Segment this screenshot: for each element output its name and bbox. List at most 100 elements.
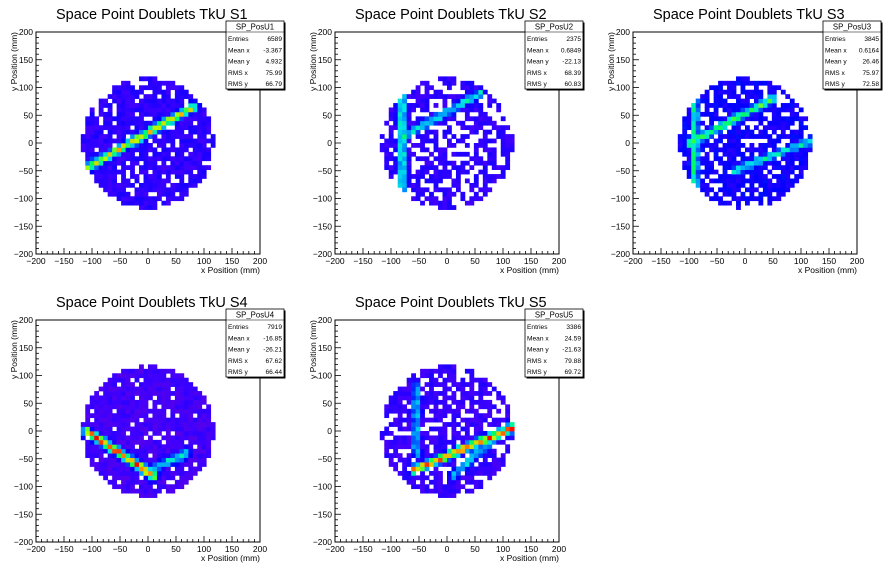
heatmap-bin <box>731 147 737 153</box>
heatmap-bin <box>89 138 95 144</box>
heatmap-bin <box>121 80 126 86</box>
x-tick-label: 150 <box>524 544 538 554</box>
heatmap-bin <box>170 191 176 197</box>
heatmap-bin <box>411 89 416 95</box>
heatmap-bin <box>397 169 403 175</box>
heatmap-bin <box>116 484 122 490</box>
heatmap-bin <box>156 151 162 157</box>
stats-value: 66.44 <box>265 369 282 376</box>
y-axis-label: y Position (mm) <box>9 32 19 91</box>
heatmap-bin <box>161 89 167 95</box>
heatmap-bin <box>148 156 153 162</box>
heatmap-bin <box>94 169 100 175</box>
heatmap-bin <box>388 404 394 410</box>
heatmap-bin <box>406 165 412 170</box>
heatmap-bin <box>188 439 194 445</box>
heatmap-bin <box>451 439 457 445</box>
heatmap-bin <box>736 174 741 179</box>
heatmap-bin <box>170 143 176 148</box>
heatmap-bin <box>496 457 502 463</box>
axis-ticks <box>35 31 261 255</box>
heatmap-bin <box>197 444 203 450</box>
heatmap-bin <box>473 120 479 126</box>
heatmap-bin <box>161 457 167 463</box>
heatmap-bin <box>143 134 149 139</box>
heatmap-bin <box>433 391 439 396</box>
heatmap-bin <box>130 107 135 113</box>
heatmap-bin <box>780 151 786 157</box>
heatmap-bin <box>179 85 185 91</box>
heatmap-bin <box>125 462 131 467</box>
heatmap-bin <box>487 103 493 108</box>
heatmap-bin <box>505 125 511 131</box>
heatmap-bin <box>736 205 741 210</box>
heatmap-bin <box>143 470 149 476</box>
heatmap-bin <box>411 413 416 419</box>
heatmap-bin <box>134 125 140 131</box>
heatmap-bin <box>384 404 390 410</box>
heatmap-bin <box>388 462 394 467</box>
heatmap-bin <box>148 80 153 86</box>
heatmap-bin <box>406 160 412 166</box>
y-tick-label: 100 <box>616 83 630 93</box>
heatmap-bin <box>789 103 795 108</box>
heatmap-bin <box>455 435 461 441</box>
heatmap-bin <box>803 147 809 153</box>
heatmap-bin <box>487 422 493 427</box>
heatmap-bin <box>433 143 439 148</box>
heatmap-bin <box>438 76 443 82</box>
heatmap-bin <box>183 187 189 193</box>
heatmap-bin <box>420 431 425 436</box>
heatmap-bin <box>165 386 171 392</box>
heatmap-bin <box>98 165 104 170</box>
heatmap-bin <box>487 116 493 122</box>
heatmap-bin <box>107 466 113 472</box>
heatmap-bin <box>438 488 443 494</box>
heatmap-bin <box>156 439 162 445</box>
heatmap-bin <box>134 107 140 113</box>
heatmap-bin <box>116 457 122 463</box>
heatmap-bin <box>161 98 167 104</box>
heatmap-bin <box>420 134 425 139</box>
heatmap-bin <box>139 89 144 95</box>
heatmap-bin <box>156 453 162 458</box>
heatmap-bin <box>192 448 198 454</box>
heatmap-bin <box>152 80 158 86</box>
heatmap-bin <box>491 147 497 153</box>
heatmap-bin <box>165 475 171 481</box>
heatmap-bin <box>170 196 176 202</box>
heatmap-bin <box>206 404 212 410</box>
heatmap-bin <box>112 399 117 405</box>
heatmap-bin <box>709 116 714 122</box>
heatmap-bin <box>148 484 153 490</box>
heatmap-bin <box>89 156 95 162</box>
heatmap-bin <box>695 147 701 153</box>
heatmap-bin <box>482 147 488 153</box>
heatmap-bin <box>758 147 764 153</box>
heatmap-bin <box>424 431 430 436</box>
heatmap-bin <box>161 182 167 188</box>
heatmap-bin <box>740 111 746 117</box>
heatmap-bin <box>491 125 497 131</box>
heatmap-bin <box>460 125 466 131</box>
heatmap-bin <box>139 129 144 135</box>
x-tick-label: 50 <box>171 256 181 266</box>
heatmap-bin <box>411 151 416 157</box>
heatmap-bin <box>116 377 122 383</box>
heatmap-bin <box>130 103 135 108</box>
heatmap-bin <box>112 125 117 131</box>
heatmap-bin <box>451 422 457 427</box>
heatmap-bin <box>487 413 493 419</box>
heatmap-bin <box>785 187 791 193</box>
heatmap-bin <box>758 165 764 170</box>
heatmap-bin <box>785 134 791 139</box>
heatmap-bin <box>183 116 189 122</box>
heatmap-bin <box>713 138 719 144</box>
heatmap-bin <box>134 377 140 383</box>
heatmap-bin <box>731 178 737 184</box>
heatmap-bin <box>134 200 140 206</box>
heatmap-bin <box>709 147 714 153</box>
heatmap-bin <box>107 399 113 405</box>
heatmap-bin <box>107 382 113 387</box>
heatmap-bin <box>762 191 768 197</box>
